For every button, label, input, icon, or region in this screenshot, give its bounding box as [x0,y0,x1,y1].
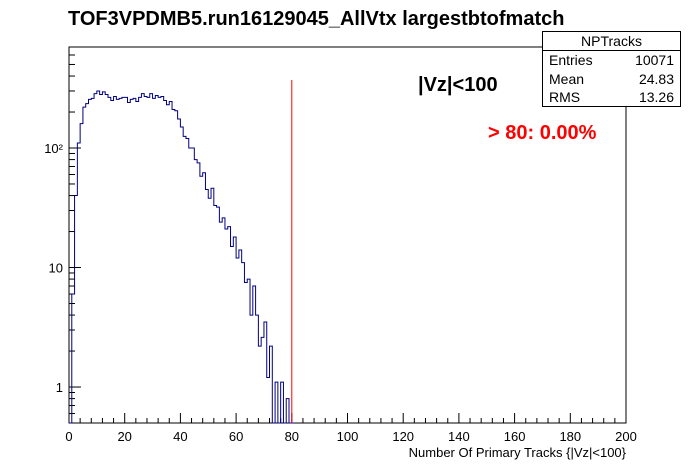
stats-row-mean: Mean 24.83 [543,70,680,89]
stats-box: NPTracks Entries 10071 Mean 24.83 RMS 13… [542,31,681,107]
stats-value: 13.26 [638,89,674,105]
stats-value: 10071 [635,52,674,68]
fraction-annotation: > 80: 0.00% [488,122,597,144]
x-axis-label: Number Of Primary Tracks {|Vz|<100} [409,445,627,460]
x-tick-label: 120 [392,429,414,444]
y-tick-label: 1 [56,380,63,395]
y-tick-label: 10² [44,141,63,156]
histogram-line [69,90,295,424]
stats-box-title: NPTracks [543,32,680,51]
histogram-series [69,90,295,424]
y-axis: 1 10 10² [44,46,81,424]
x-tick-label: 100 [337,429,359,444]
x-tick-label: 40 [173,429,187,444]
chart-title: TOF3VPDMB5.run16129045_AllVtx largestbto… [68,8,565,30]
stats-row-entries: Entries 10071 [543,51,680,70]
x-axis: 0 20 40 60 80 100 120 140 160 180 200 [65,413,637,444]
y-tick-label: 10 [49,261,63,276]
x-tick-label: 0 [65,429,72,444]
x-tick-label: 60 [229,429,243,444]
stats-value: 24.83 [638,70,674,87]
x-tick-label: 20 [117,429,131,444]
stats-label: Mean [549,70,585,87]
stats-row-rms: RMS 13.26 [543,88,680,107]
x-tick-label: 200 [615,429,637,444]
x-tick-label: 160 [504,429,526,444]
stats-label: Entries [549,52,593,68]
stats-label: RMS [549,89,581,105]
vz-cut-annotation: |Vz|<100 [418,74,498,96]
x-tick-label: 180 [559,429,581,444]
x-tick-label: 80 [285,429,299,444]
x-tick-label: 140 [448,429,470,444]
